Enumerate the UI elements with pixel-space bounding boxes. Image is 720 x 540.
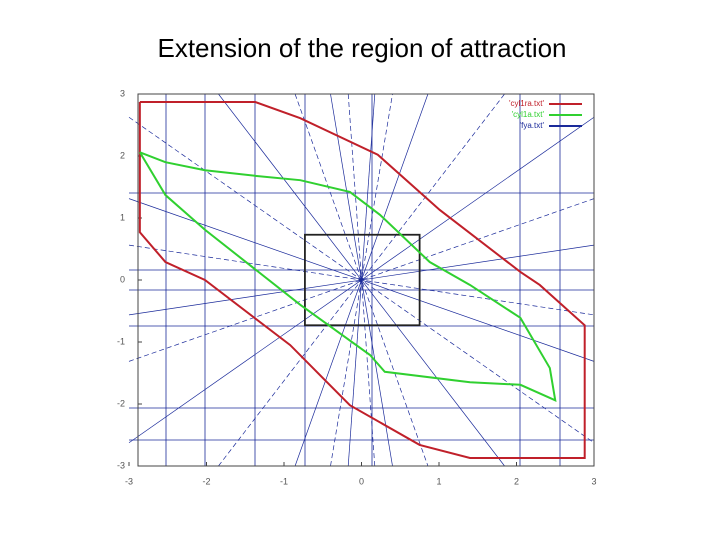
x-tick-label: 0 [359, 476, 364, 486]
y-tick-label: 1 [120, 212, 125, 222]
x-tick-label: -1 [280, 476, 288, 486]
field-line [294, 93, 429, 467]
field-line [347, 93, 376, 467]
x-tick-label: -2 [202, 476, 210, 486]
region-box [304, 233, 421, 327]
y-tick-label: 3 [120, 88, 125, 98]
y-tick-label: -2 [117, 398, 125, 408]
x-tick-label: 2 [514, 476, 519, 486]
x-tick-label: 1 [436, 476, 441, 486]
x-tick-label: 3 [591, 476, 596, 486]
series-line [138, 151, 557, 402]
y-tick-label: -1 [117, 336, 125, 346]
y-tick-label: 2 [120, 150, 125, 160]
x-tick-label: -3 [125, 476, 133, 486]
legend-label: 'cyl1ra.txt' [509, 99, 545, 108]
chart-title: Extension of the region of attraction [157, 33, 566, 63]
y-tick-label: -3 [117, 460, 125, 470]
field-line [128, 198, 595, 362]
series-line [138, 101, 586, 459]
y-tick-label: 0 [120, 274, 125, 284]
legend-label: 'fya.txt' [520, 121, 545, 130]
legend-label: 'cyl1a.txt' [512, 110, 545, 119]
